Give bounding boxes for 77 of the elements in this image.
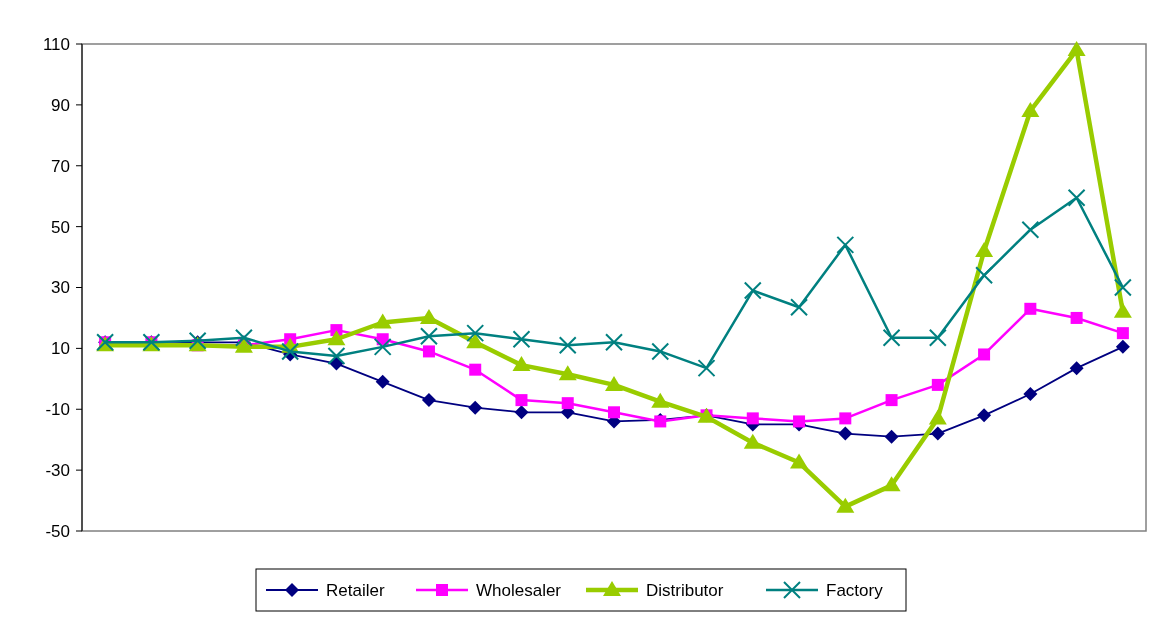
- point: [329, 356, 344, 371]
- point: [1021, 101, 1040, 117]
- legend-label: Retailer: [326, 580, 385, 600]
- y-tick-label: 10: [51, 339, 70, 359]
- point: [375, 374, 390, 389]
- point: [931, 378, 944, 391]
- point: [422, 345, 435, 358]
- point: [512, 330, 531, 349]
- point: [421, 393, 436, 408]
- point: [1069, 361, 1084, 376]
- point: [515, 394, 528, 407]
- point: [469, 363, 482, 376]
- point: [468, 400, 483, 415]
- point: [746, 412, 759, 425]
- point: [975, 266, 994, 285]
- point: [882, 476, 901, 492]
- point: [836, 497, 855, 513]
- point: [512, 356, 531, 372]
- point: [1113, 278, 1132, 297]
- point: [651, 342, 670, 361]
- point: [839, 412, 852, 425]
- y-tick-label: 70: [51, 156, 70, 176]
- y-tick-label: -50: [45, 521, 70, 541]
- point: [466, 333, 485, 349]
- point: [1024, 302, 1037, 315]
- point: [1115, 339, 1130, 354]
- point: [743, 281, 762, 300]
- point: [930, 426, 945, 441]
- point: [793, 415, 806, 428]
- point: [373, 337, 392, 356]
- point: [975, 241, 994, 257]
- point: [790, 298, 809, 317]
- point: [1021, 220, 1040, 239]
- point: [743, 433, 762, 449]
- point: [327, 330, 346, 346]
- point: [978, 348, 991, 361]
- point: [836, 235, 855, 254]
- point: [1070, 311, 1083, 324]
- point: [885, 394, 898, 407]
- point: [558, 365, 577, 381]
- point: [651, 392, 670, 408]
- legend-label: Factory: [826, 580, 884, 600]
- point: [281, 342, 300, 361]
- point: [558, 336, 577, 355]
- point: [419, 327, 438, 346]
- legend-label: Wholesaler: [476, 580, 562, 600]
- point: [790, 453, 809, 469]
- point: [928, 409, 947, 425]
- point: [1067, 188, 1086, 207]
- y-tick-label: -10: [45, 400, 70, 420]
- point: [608, 406, 620, 419]
- point: [1067, 41, 1086, 57]
- point: [838, 426, 853, 441]
- point: [514, 405, 529, 420]
- point: [605, 375, 623, 391]
- point: [977, 408, 992, 423]
- point: [373, 313, 392, 329]
- point: [884, 429, 899, 444]
- y-tick-label: 110: [42, 34, 70, 54]
- y-tick-label: 90: [51, 95, 70, 115]
- y-tick-label: 50: [51, 217, 70, 237]
- point: [327, 346, 346, 365]
- y-tick-label: -30: [45, 461, 70, 481]
- point: [1113, 302, 1132, 318]
- point: [188, 331, 207, 350]
- point: [697, 359, 716, 378]
- point: [1023, 387, 1038, 402]
- point: [466, 324, 485, 343]
- point: [605, 333, 623, 352]
- legend-label: Distributor: [646, 580, 724, 600]
- y-tick-label: 30: [51, 278, 70, 298]
- point: [234, 328, 253, 347]
- point: [1116, 327, 1129, 340]
- point: [882, 328, 901, 347]
- point: [928, 328, 947, 347]
- point: [561, 397, 574, 410]
- point: [419, 308, 438, 324]
